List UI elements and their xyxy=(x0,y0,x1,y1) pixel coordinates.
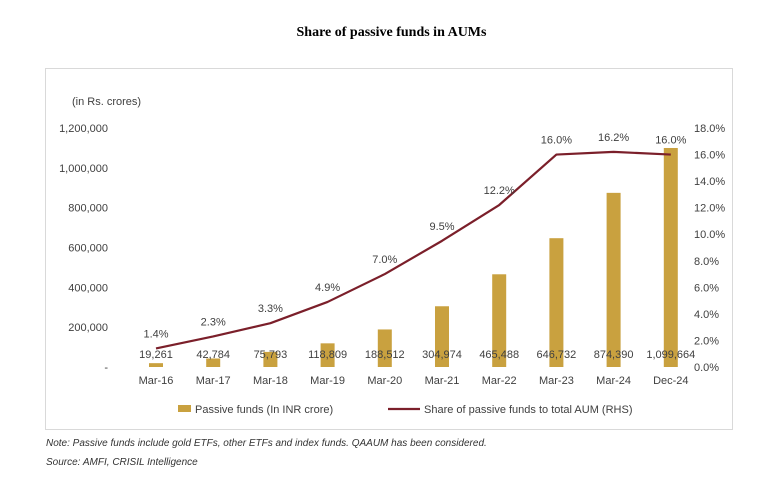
y-right-tick: 10.0% xyxy=(694,229,725,241)
x-axis: Mar-16 Mar-17 Mar-18 Mar-19 Mar-20 Mar-21 Mar-… xyxy=(139,375,689,387)
bar-Mar-22 xyxy=(492,274,507,367)
y-right-tick: 0.0% xyxy=(694,362,719,374)
chart-title: Share of passive funds in AUMs xyxy=(296,25,487,40)
line-label-Mar-17: 2.3% xyxy=(201,316,226,328)
y-right-tick: 8.0% xyxy=(694,256,719,268)
x-tick-Mar-21: Mar-21 xyxy=(425,375,460,387)
x-tick-Mar-19: Mar-19 xyxy=(310,375,345,387)
unit-label: (in Rs. crores) xyxy=(72,96,141,108)
x-tick-Mar-20: Mar-20 xyxy=(367,375,402,387)
line-label-Mar-18: 3.3% xyxy=(258,303,283,315)
bar-label-Mar-21: 304,974 xyxy=(422,349,462,361)
bar-label-Dec-24: 1,099,664 xyxy=(646,349,695,361)
bar-Mar-18 xyxy=(263,351,278,367)
line-label-Mar-22: 12.2% xyxy=(484,185,515,197)
line-label-Mar-24: 16.2% xyxy=(598,132,629,144)
chart-note: Note: Passive funds include gold ETFs, o… xyxy=(46,438,487,449)
chart-source: Source: AMFI, CRISIL Intelligence xyxy=(46,457,198,468)
x-tick-Mar-24: Mar-24 xyxy=(596,375,631,387)
line-label-Mar-20: 7.0% xyxy=(372,254,397,266)
line-label-Mar-16: 1.4% xyxy=(143,328,168,340)
y-right-tick: 2.0% xyxy=(694,335,719,347)
y-left-tick: 200,000 xyxy=(68,322,108,334)
chart: (in Rs. crores) 19,261 42,784 75,793 118,80… xyxy=(59,96,725,416)
x-tick-Mar-23: Mar-23 xyxy=(539,375,574,387)
y-right-tick: 6.0% xyxy=(694,282,719,294)
bar-Mar-19 xyxy=(320,343,335,367)
x-tick-Mar-16: Mar-16 xyxy=(139,375,174,387)
share-line xyxy=(155,150,671,350)
x-tick-Mar-17: Mar-17 xyxy=(196,375,231,387)
bar-Mar-24 xyxy=(606,192,621,367)
x-tick-Mar-18: Mar-18 xyxy=(253,375,288,387)
y-axis-left: - 200,000 400,000 600,000 800,000 1,000,000 1,… xyxy=(59,123,108,374)
bar-label-Mar-20: 188,512 xyxy=(365,349,405,361)
y-left-tick: - xyxy=(104,362,108,374)
bar-label-Mar-17: 42,784 xyxy=(196,349,230,361)
line-series xyxy=(155,150,671,350)
y-left-tick: 1,200,000 xyxy=(59,123,108,135)
y-right-tick: 14.0% xyxy=(694,176,725,188)
x-tick-Dec-24: Dec-24 xyxy=(653,375,688,387)
bar-label-Mar-24: 874,390 xyxy=(594,349,634,361)
y-right-tick: 18.0% xyxy=(694,123,725,135)
bar-Mar-21 xyxy=(435,306,449,367)
bar-Mar-17 xyxy=(206,358,221,367)
legend-bar-label: Passive funds (In INR crore) xyxy=(195,404,333,416)
legend-line-label: Share of passive funds to total AUM (RHS… xyxy=(424,404,632,416)
line-label-Mar-21: 9.5% xyxy=(429,221,454,233)
y-axis-right: 0.0% 2.0% 4.0% 6.0% 8.0% 10.0% 12.0% 14.0% 16.0%… xyxy=(694,123,725,374)
bar-Mar-16 xyxy=(149,363,163,367)
y-left-tick: 600,000 xyxy=(68,243,108,255)
line-label-Mar-23: 16.0% xyxy=(541,135,572,147)
y-left-tick: 400,000 xyxy=(68,282,108,294)
y-right-tick: 12.0% xyxy=(694,203,725,215)
chart-frame: (in Rs. crores) 19,261 42,784 75,793 118,80… xyxy=(45,68,733,430)
bar-label-Mar-23: 646,732 xyxy=(537,349,577,361)
bar-Mar-20 xyxy=(377,329,392,367)
legend: Passive funds (In INR crore) Share of pas… xyxy=(178,404,632,416)
x-tick-Mar-22: Mar-22 xyxy=(482,375,517,387)
line-value-labels: 1.4% 2.3% 3.3% 4.9% 7.0% 9.5% 12.2% 16.0% 16.2% 1… xyxy=(143,132,686,341)
line-label-Dec-24: 16.0% xyxy=(655,135,686,147)
y-right-tick: 16.0% xyxy=(694,150,725,162)
y-left-tick: 1,000,000 xyxy=(59,163,108,175)
bar-series xyxy=(149,147,678,367)
bar-Mar-23 xyxy=(549,238,564,367)
bar-label-Mar-19: 118,809 xyxy=(308,349,347,361)
y-left-tick: 800,000 xyxy=(68,203,108,215)
bar-label-Mar-18: 75,793 xyxy=(254,349,288,361)
bar-Dec-24 xyxy=(663,147,678,367)
bar-value-labels: 19,261 42,784 75,793 118,809 188,512 304,974 4… xyxy=(139,349,695,361)
bar-label-Mar-16: 19,261 xyxy=(139,349,173,361)
line-label-Mar-19: 4.9% xyxy=(315,282,340,294)
y-right-tick: 4.0% xyxy=(694,309,719,321)
bar-label-Mar-22: 465,488 xyxy=(479,349,519,361)
legend-bar-swatch xyxy=(178,405,191,412)
